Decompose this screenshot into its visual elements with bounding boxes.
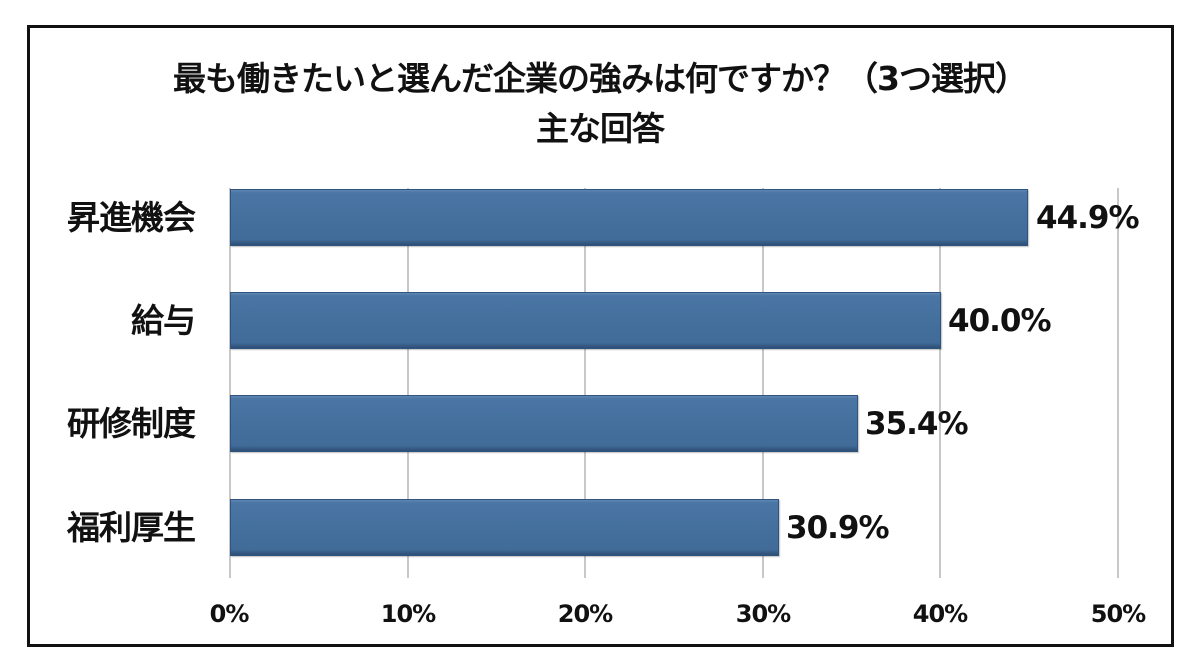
x-tick-label: 20% bbox=[557, 600, 613, 628]
category-label: 福利厚生 bbox=[67, 508, 196, 547]
chart-subtitle: 主な回答 bbox=[536, 109, 665, 148]
category-label: 給与 bbox=[131, 301, 196, 340]
chart-title: 最も働きたいと選んだ企業の強みは何ですか？（3つ選択） bbox=[173, 59, 1028, 98]
gridline-30 bbox=[762, 188, 764, 578]
x-tick-label: 30% bbox=[735, 600, 791, 628]
x-tick-label: 10% bbox=[380, 600, 436, 628]
value-label: 30.9% bbox=[786, 510, 890, 546]
value-label: 40.0% bbox=[948, 303, 1052, 339]
bar bbox=[230, 395, 858, 452]
gridline-40 bbox=[939, 188, 941, 578]
x-tick-label: 50% bbox=[1090, 600, 1146, 628]
category-label: 昇進機会 bbox=[67, 198, 196, 237]
x-tick-label: 0% bbox=[209, 600, 250, 628]
gridline-20 bbox=[584, 188, 586, 578]
bar bbox=[230, 292, 941, 349]
value-label: 44.9% bbox=[1036, 200, 1140, 236]
x-tick-label: 40% bbox=[912, 600, 968, 628]
bar bbox=[230, 189, 1028, 246]
category-label: 研修制度 bbox=[67, 404, 196, 443]
gridline-50 bbox=[1117, 188, 1119, 578]
value-label: 35.4% bbox=[865, 406, 969, 442]
gridline-0 bbox=[229, 188, 231, 578]
gridline-10 bbox=[407, 188, 409, 578]
bar bbox=[230, 499, 779, 556]
